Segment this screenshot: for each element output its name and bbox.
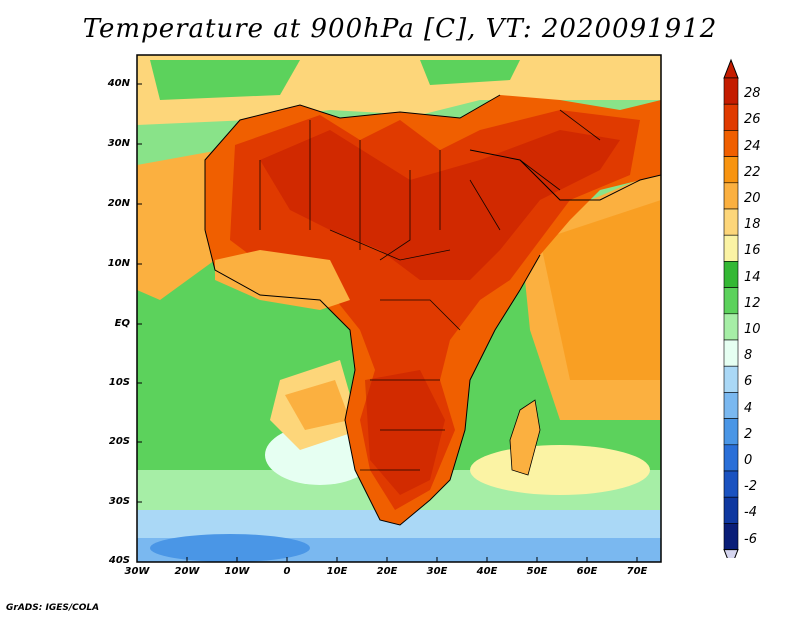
- colorbar-tick-label: 28: [744, 86, 761, 102]
- x-tick-60e: 60E: [576, 566, 598, 577]
- colorbar-tick-label: 4: [744, 400, 753, 416]
- colorbar-segment: [723, 392, 739, 419]
- colorbar-tick-label: 6: [744, 374, 753, 390]
- x-tick-50e: 50E: [526, 566, 548, 577]
- colorbar-tick-label: 2: [744, 426, 753, 442]
- colorbar-segment: [723, 182, 739, 210]
- y-tick-20s: 20S: [108, 436, 130, 447]
- colorbar-min-arrow: [723, 549, 739, 558]
- credit-label: GrADS: IGES/COLA: [6, 603, 100, 613]
- y-tick-40s: 40S: [108, 555, 130, 566]
- colorbar-tick-label: 18: [744, 217, 761, 233]
- colorbar-segment: [723, 470, 739, 498]
- colorbar-tick-label: 12: [744, 295, 761, 311]
- colorbar-tick-label: 14: [744, 269, 761, 285]
- colorbar-tick-label: -2: [744, 479, 757, 495]
- colorbar-tick-label: 8: [744, 348, 753, 364]
- colorbar-tick-label: 16: [744, 243, 761, 259]
- colorbar: [723, 58, 739, 558]
- y-tick-10s: 10S: [108, 377, 130, 388]
- colorbar-segment: [723, 103, 739, 131]
- x-tick-70e: 70E: [626, 566, 648, 577]
- colorbar-tick-label: 20: [744, 191, 761, 206]
- colorbar-segment: [723, 156, 739, 184]
- colorbar-segment: [723, 234, 739, 262]
- y-tick-30n: 30N: [107, 138, 130, 149]
- sahel-cool-band: [215, 250, 350, 310]
- colorbar-segment: [723, 444, 739, 472]
- colorbar-segment: [723, 287, 739, 315]
- colorbar-tick-label: 0: [744, 453, 753, 468]
- x-tick-20e: 20E: [376, 566, 398, 577]
- colorbar-tick-label: 24: [744, 138, 761, 154]
- colorbar-segment: [723, 208, 739, 236]
- y-tick-eq: EQ: [114, 318, 130, 329]
- colorbar-segment: [723, 339, 739, 367]
- x-tick-20w: 20W: [174, 566, 200, 577]
- x-tick-10w: 10W: [224, 566, 250, 577]
- madagascar: [509, 399, 541, 476]
- x-tick-0: 0: [283, 566, 291, 577]
- y-tick-40n: 40N: [107, 78, 130, 89]
- colorbar-tick-label: 26: [744, 112, 761, 128]
- colorbar-segment: [723, 261, 739, 288]
- x-tick-30e: 30E: [426, 566, 448, 577]
- x-tick-30w: 30W: [124, 566, 150, 577]
- x-tick-40e: 40E: [476, 566, 498, 577]
- colorbar-tick-label: -4: [744, 505, 757, 521]
- colorbar-segment: [723, 130, 739, 157]
- map-title: Temperature at 900hPa [C], VT: 202009191…: [82, 14, 718, 44]
- colorbar-segment: [723, 313, 739, 341]
- y-tick-20n: 20N: [107, 198, 130, 209]
- country-borders: [259, 109, 601, 471]
- coastline: [204, 94, 661, 526]
- atlantic-warm: [137, 150, 220, 300]
- y-tick-30s: 30S: [108, 496, 130, 507]
- colorbar-tick-label: 22: [744, 164, 761, 180]
- colorbar-segment: [723, 496, 739, 524]
- x-tick-10e: 10E: [326, 566, 348, 577]
- y-tick-10n: 10N: [107, 258, 130, 269]
- colorbar-segment: [723, 523, 739, 550]
- colorbar-segment: [723, 77, 739, 105]
- colorbar-max-arrow: [723, 58, 739, 79]
- colorbar-tick-label: 10: [744, 322, 761, 337]
- colorbar-tick-label: -6: [744, 531, 757, 547]
- colorbar-segment: [723, 365, 739, 393]
- colorbar-segment: [723, 418, 739, 446]
